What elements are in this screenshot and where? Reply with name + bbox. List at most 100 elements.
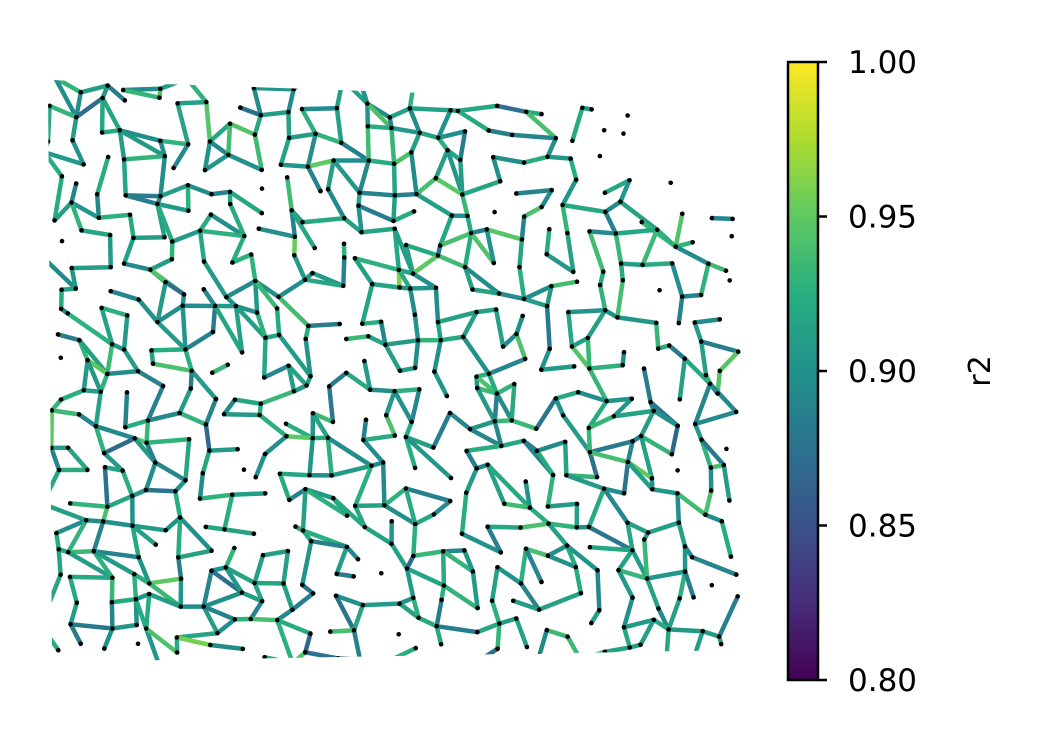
network-node [411, 554, 416, 559]
network-edge [656, 323, 658, 349]
network-node [291, 87, 296, 92]
network-node [464, 491, 469, 496]
network-edge [79, 414, 96, 426]
network-node [214, 397, 219, 402]
network-edge [372, 284, 399, 287]
network-edge [395, 194, 417, 195]
network-edge [616, 234, 621, 264]
network-node [616, 568, 621, 573]
network-edge [103, 507, 107, 522]
network-node [257, 226, 262, 231]
network-edge [330, 630, 354, 631]
network-node [683, 569, 688, 574]
network-edge [256, 454, 265, 477]
network-edge [192, 371, 216, 399]
network-node [570, 344, 575, 349]
network-node [416, 616, 421, 621]
network-node [242, 467, 247, 472]
network-node [102, 646, 107, 651]
network-node [147, 592, 152, 597]
network-node [539, 580, 544, 585]
network-edge [363, 420, 366, 440]
network-node [232, 546, 237, 551]
network-node [499, 444, 504, 449]
network-node [144, 488, 149, 493]
network-edge [105, 467, 107, 506]
network-edge [624, 627, 630, 647]
network-edge [406, 245, 438, 255]
network-edge [672, 426, 678, 454]
network-edge [516, 190, 551, 193]
network-node [157, 95, 162, 100]
network-node [203, 168, 208, 173]
network-node [85, 358, 90, 363]
colorbar-tick-label: 1.00 [848, 45, 917, 81]
network-node [209, 568, 214, 573]
network-edge [701, 342, 738, 352]
network-node [344, 371, 349, 376]
network-edge [572, 108, 582, 141]
network-edge [476, 649, 498, 663]
network-edge [521, 549, 526, 584]
network-edge [288, 89, 293, 112]
network-node [693, 422, 698, 427]
network-edge [467, 446, 502, 451]
network-edge [284, 551, 288, 583]
network-node [670, 452, 675, 457]
network-node [230, 492, 235, 497]
network-edge [384, 489, 406, 506]
network-node [724, 268, 729, 273]
network-node [528, 505, 533, 510]
network-edge [669, 346, 685, 359]
network-node [146, 418, 151, 423]
network-edge [685, 572, 694, 598]
network-node [363, 525, 368, 530]
network-edge [383, 463, 384, 506]
network-edge [722, 521, 731, 556]
colorbar-tick-label: 0.80 [848, 663, 917, 699]
network-edge [547, 229, 550, 254]
network-node [384, 413, 389, 418]
network-edge [563, 205, 606, 212]
network-edge [308, 161, 334, 167]
network-node [259, 113, 264, 118]
network-node [436, 320, 441, 325]
network-node [677, 321, 682, 326]
network-edge [152, 349, 186, 350]
network-node [351, 574, 356, 579]
network-node [628, 645, 633, 650]
network-edge [338, 658, 360, 659]
network-node [574, 525, 579, 530]
network-edge [680, 359, 685, 400]
network-node [189, 386, 194, 391]
network-node [185, 76, 190, 81]
network-node [360, 322, 365, 327]
network-edge [676, 214, 683, 247]
network-node [99, 306, 104, 311]
network-node [287, 498, 292, 503]
network-edge [124, 264, 150, 270]
network-edge [44, 142, 48, 153]
network-node [408, 286, 413, 291]
network-node [468, 427, 473, 432]
network-edge [235, 400, 261, 404]
network-node [122, 261, 127, 266]
network-node [224, 295, 229, 300]
network-edge [563, 205, 568, 233]
network-edge [547, 630, 568, 637]
network-edge [701, 342, 706, 376]
network-node [528, 79, 533, 84]
network-edge [226, 281, 255, 297]
network-edge [548, 157, 571, 159]
network-node [154, 542, 159, 547]
network-edge [710, 384, 736, 412]
network-node [249, 252, 254, 257]
network-node [110, 576, 115, 581]
colorbar: 0.800.850.900.951.00 r2 [788, 45, 998, 699]
network-node [136, 555, 141, 560]
network-node [155, 320, 160, 325]
network-edge [712, 218, 733, 219]
network-node [281, 581, 286, 586]
network-edge [166, 282, 184, 294]
network-node [170, 239, 175, 244]
